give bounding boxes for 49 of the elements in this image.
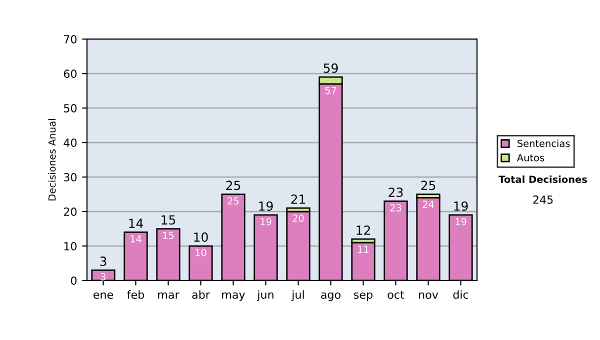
y-tick-label: 40	[64, 138, 77, 147]
total-label: 25	[226, 180, 240, 190]
x-tick-label: sep	[354, 292, 372, 301]
data-label: 19	[456, 218, 466, 226]
y-axis-title: Decisiones Anual	[48, 119, 56, 200]
data-label: 14	[130, 235, 142, 242]
x-tick-label: mar	[158, 292, 180, 299]
x-tick-label: feb	[127, 290, 144, 299]
x-tick-label: nov	[419, 292, 438, 299]
text: 245	[533, 195, 553, 204]
data-label: 3	[100, 273, 106, 280]
total-label: 59	[324, 63, 338, 73]
y-tick-label: 70	[64, 35, 77, 44]
total-label: 19	[454, 201, 468, 211]
data-label: 25	[228, 197, 239, 205]
legend-label: Sentencias	[518, 140, 570, 148]
y-tick-label: 50	[64, 104, 77, 112]
x-tick-label: jun	[256, 290, 274, 301]
total-label: 14	[129, 218, 143, 228]
text: Total Decisiones	[498, 175, 587, 184]
total-label: 25	[421, 180, 436, 190]
total-label: 23	[388, 188, 403, 198]
x-tick-label: dic	[453, 290, 468, 299]
x-tick-label: ene	[94, 292, 114, 299]
data-label: 15	[163, 232, 174, 240]
data-label: 23	[390, 204, 402, 212]
data-label: 57	[325, 86, 336, 94]
total-label: 12	[356, 226, 370, 235]
total-label: 3	[100, 256, 106, 266]
total-label: 10	[194, 232, 208, 242]
x-tick-label: oct	[388, 290, 404, 299]
y-tick-label: 20	[64, 208, 77, 216]
data-label: 19	[260, 218, 272, 226]
y-tick-label: 60	[64, 70, 77, 78]
y-tick-label: 10	[64, 242, 77, 250]
x-tick-label: abr	[192, 290, 210, 299]
x-tick-label: ago	[321, 292, 340, 301]
y-tick-label: 0	[70, 276, 77, 285]
total-label: 21	[291, 194, 306, 204]
total-label: 19	[259, 201, 273, 211]
data-label: 24	[422, 200, 434, 208]
y-tick-label: 30	[64, 173, 77, 182]
x-tick-label: may	[222, 292, 246, 301]
legend-label: Autos	[516, 154, 544, 162]
total-label: 15	[162, 215, 176, 225]
data-label: 10	[196, 248, 206, 256]
data-label: 20	[292, 214, 304, 222]
x-tick-label: jul	[291, 290, 304, 301]
data-label: 11	[358, 246, 369, 253]
